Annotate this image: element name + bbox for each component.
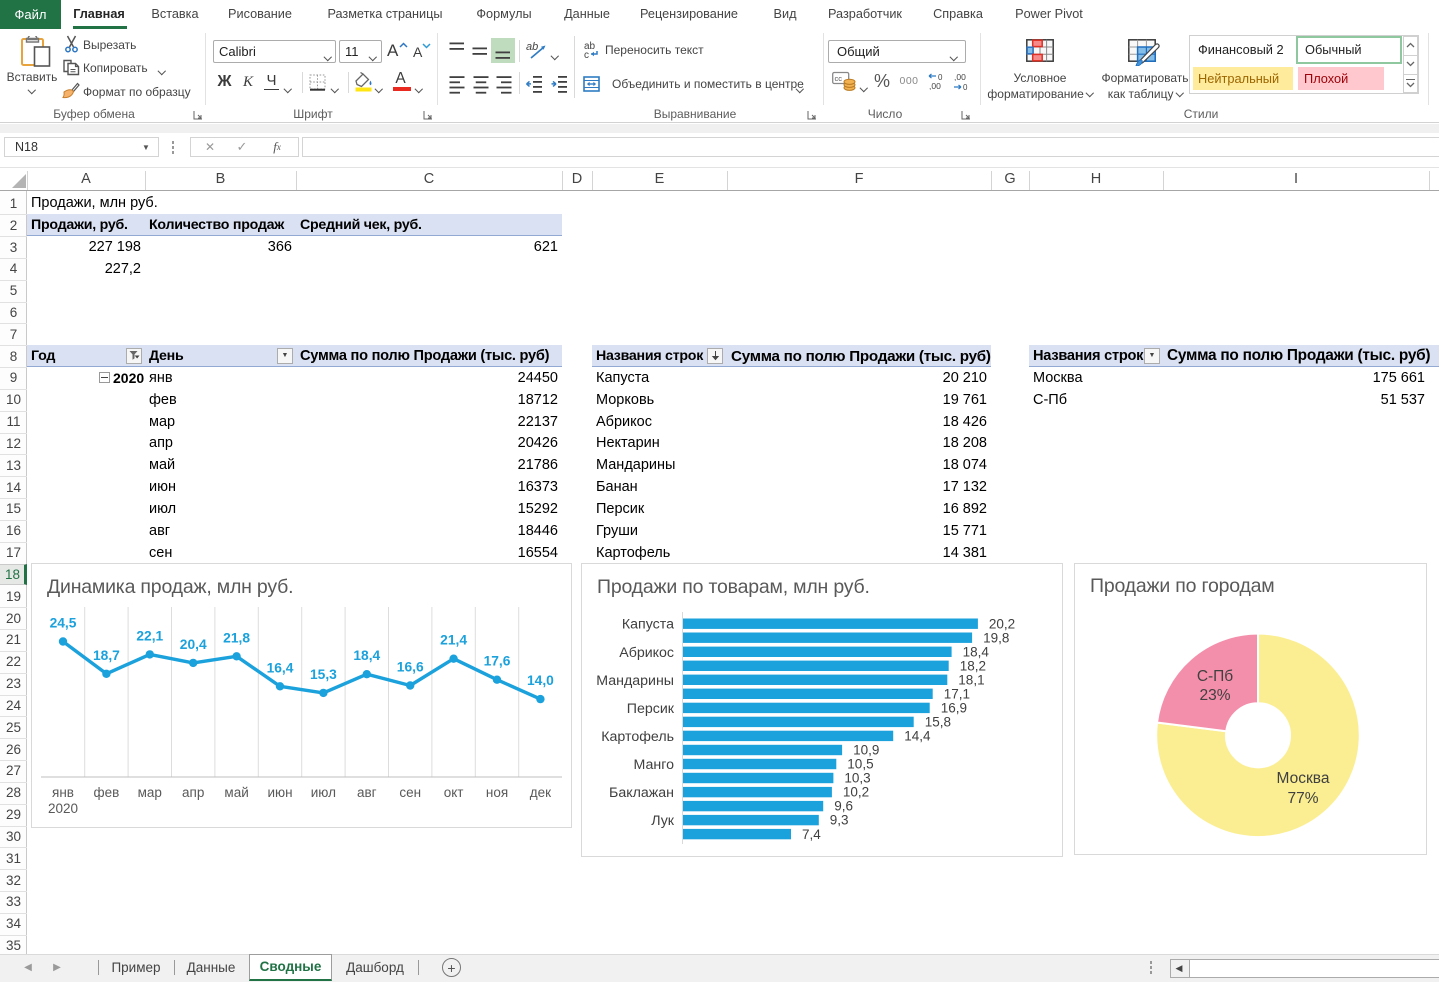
svg-text:авг: авг [357, 785, 377, 800]
svg-text:фев: фев [94, 785, 120, 800]
svg-text:,00: ,00 [929, 81, 941, 91]
svg-text:9,6: 9,6 [834, 799, 853, 814]
svg-text:ab: ab [526, 41, 538, 53]
svg-text:апр: апр [182, 785, 204, 800]
svg-text:22,1: 22,1 [136, 628, 163, 643]
svg-text:10,2: 10,2 [843, 785, 869, 800]
svg-text:сен: сен [399, 785, 421, 800]
svg-text:0: 0 [963, 83, 968, 91]
svg-text:янв: янв [52, 785, 74, 800]
svg-text:20,4: 20,4 [180, 637, 207, 652]
svg-text:17,1: 17,1 [944, 686, 970, 701]
svg-text:Мандарины: Мандарины [596, 673, 674, 689]
svg-text:18,1: 18,1 [958, 672, 984, 687]
svg-text:16,9: 16,9 [941, 701, 967, 716]
svg-text:16,6: 16,6 [397, 660, 424, 675]
svg-text:24,5: 24,5 [50, 616, 77, 631]
svg-text:Капуста: Капуста [622, 617, 674, 633]
svg-text:июн: июн [267, 785, 292, 800]
svg-text:Персик: Персик [627, 701, 675, 717]
svg-text:18,4: 18,4 [963, 644, 990, 659]
svg-text:,00: ,00 [954, 72, 966, 82]
svg-text:20,2: 20,2 [989, 616, 1015, 631]
svg-text:дек: дек [530, 785, 551, 800]
svg-text:ab: ab [584, 41, 596, 52]
svg-text:19,8: 19,8 [983, 630, 1009, 645]
svg-text:Абрикос: Абрикос [619, 645, 674, 661]
svg-text:7,4: 7,4 [802, 827, 821, 842]
svg-text:21,8: 21,8 [223, 630, 250, 645]
svg-text:14,0: 14,0 [527, 673, 554, 688]
svg-text:мар: мар [138, 785, 162, 800]
svg-text:Манго: Манго [634, 757, 675, 773]
svg-text:Картофель: Картофель [601, 729, 674, 745]
svg-text:май: май [224, 785, 248, 800]
svg-text:10,9: 10,9 [853, 743, 879, 758]
svg-text:14,4: 14,4 [904, 729, 931, 744]
svg-text:0: 0 [938, 73, 943, 82]
svg-text:9,3: 9,3 [830, 813, 849, 828]
svg-text:16,4: 16,4 [267, 660, 294, 675]
svg-text:77%: 77% [1287, 790, 1318, 807]
svg-text:18,7: 18,7 [93, 648, 120, 663]
svg-text:10,3: 10,3 [844, 771, 870, 786]
svg-text:Лук: Лук [651, 813, 675, 829]
svg-text:c: c [584, 50, 589, 60]
svg-text:18,2: 18,2 [960, 658, 986, 673]
svg-text:15,8: 15,8 [925, 715, 951, 730]
svg-text:окт: окт [444, 785, 464, 800]
svg-text:15,3: 15,3 [310, 667, 337, 682]
svg-text:ноя: ноя [486, 785, 508, 800]
svg-text:2020: 2020 [48, 801, 78, 816]
svg-text:17,6: 17,6 [484, 654, 511, 669]
svg-text:10,5: 10,5 [847, 757, 873, 772]
svg-text:18,4: 18,4 [353, 648, 380, 663]
svg-text:23%: 23% [1199, 687, 1230, 704]
svg-text:Баклажан: Баклажан [609, 785, 674, 801]
svg-text:cc: cc [835, 74, 843, 83]
svg-text:С-Пб: С-Пб [1197, 668, 1233, 685]
svg-text:Москва: Москва [1277, 770, 1330, 787]
svg-text:21,4: 21,4 [440, 633, 467, 648]
svg-text:июл: июл [311, 785, 336, 800]
